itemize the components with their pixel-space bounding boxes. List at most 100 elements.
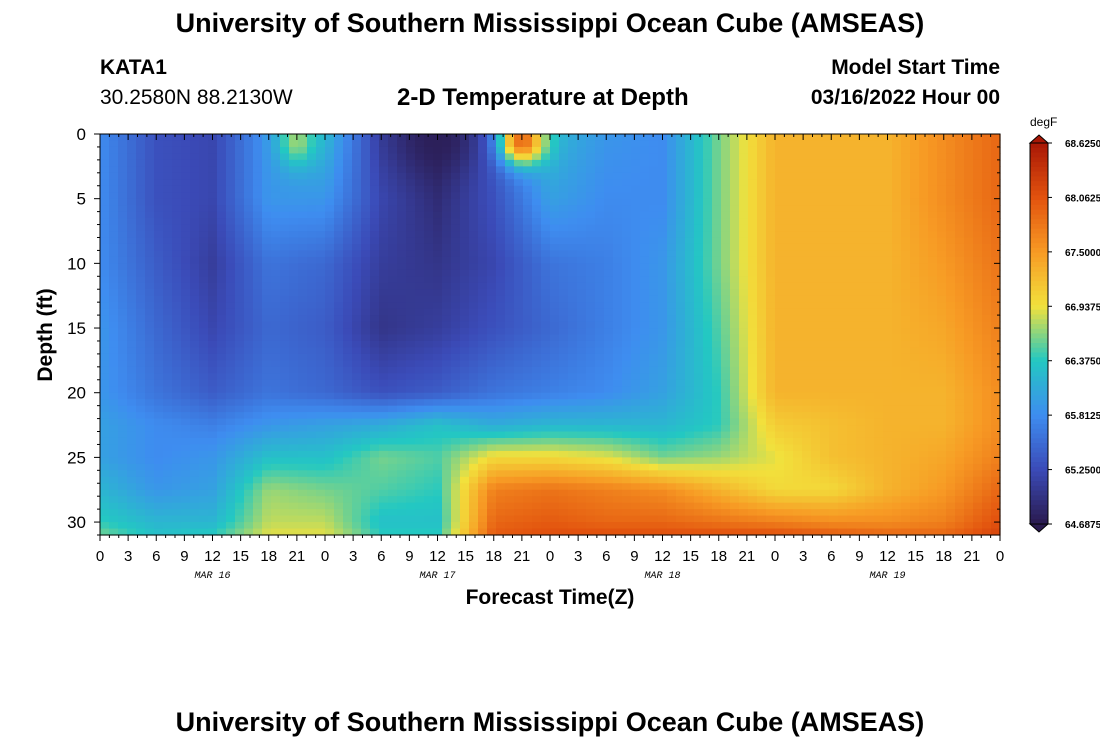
heatmap-cell — [154, 489, 164, 497]
heatmap-cell — [325, 340, 335, 349]
heatmap-cell — [145, 528, 155, 536]
heatmap-cell — [568, 515, 578, 523]
heatmap-cell — [217, 386, 227, 394]
heatmap-cell — [307, 146, 317, 155]
heatmap-cell — [712, 328, 722, 336]
heatmap-cell — [811, 340, 821, 349]
heatmap-cell — [505, 425, 515, 433]
heatmap-cell — [361, 373, 371, 381]
heatmap-cell — [505, 185, 515, 193]
heatmap-cell — [811, 315, 821, 323]
heatmap-cell — [514, 198, 524, 206]
heatmap-cell — [523, 476, 533, 484]
heatmap-cell — [154, 218, 164, 226]
heatmap-cell — [793, 315, 803, 323]
heatmap-cell — [424, 470, 434, 478]
heatmap-cell — [235, 140, 245, 148]
heatmap-cell — [424, 450, 434, 458]
heatmap-cell — [217, 347, 227, 355]
heatmap-cell — [514, 282, 524, 290]
heatmap-cell — [613, 399, 623, 407]
heatmap-cell — [694, 528, 704, 536]
heatmap-cell — [577, 140, 587, 148]
heatmap-cell — [649, 412, 659, 420]
heatmap-cell — [622, 211, 632, 219]
heatmap-cell — [640, 315, 650, 323]
heatmap-cell — [694, 470, 704, 478]
heatmap-cell — [388, 328, 398, 336]
heatmap-cell — [379, 185, 389, 193]
heatmap-cell — [262, 399, 272, 407]
heatmap-cell — [685, 205, 695, 213]
heatmap-cell — [613, 347, 623, 355]
heatmap-cell — [343, 412, 353, 420]
heatmap-cell — [541, 276, 551, 284]
heatmap-cell — [154, 405, 164, 413]
heatmap-cell — [343, 328, 353, 336]
heatmap-cell — [145, 295, 155, 303]
heatmap-cell — [334, 153, 344, 161]
heatmap-cell — [712, 334, 722, 342]
heatmap-cell — [235, 231, 245, 239]
heatmap-cell — [325, 379, 335, 387]
heatmap-cell — [478, 528, 488, 536]
heatmap-cell — [703, 405, 713, 413]
heatmap-cell — [550, 496, 560, 504]
heatmap-cell — [334, 476, 344, 484]
heatmap-cell — [613, 205, 623, 213]
heatmap-cell — [163, 444, 173, 452]
heatmap-cell — [235, 192, 245, 200]
heatmap-cell — [676, 302, 686, 310]
heatmap-cell — [703, 399, 713, 407]
heatmap-cell — [370, 179, 380, 187]
heatmap-cell — [631, 134, 641, 142]
heatmap-cell — [496, 502, 506, 510]
heatmap-cell — [145, 502, 155, 510]
heatmap-cell — [262, 179, 272, 187]
heatmap-cell — [712, 476, 722, 484]
heatmap-cell — [802, 243, 812, 252]
heatmap-cell — [505, 502, 515, 510]
heatmap-cell — [370, 153, 380, 161]
heatmap-cell — [271, 515, 281, 523]
heatmap-cell — [415, 470, 425, 478]
heatmap-cell — [721, 444, 731, 452]
heatmap-cell — [541, 269, 551, 277]
heatmap-cell — [163, 243, 173, 252]
heatmap-cell — [433, 418, 443, 426]
heatmap-cell — [271, 360, 281, 368]
heatmap-cell — [298, 321, 308, 329]
heatmap-cell — [685, 431, 695, 439]
heatmap-cell — [388, 444, 398, 452]
heatmap-cell — [640, 373, 650, 381]
heatmap-cell — [604, 347, 614, 355]
heatmap-cell — [577, 153, 587, 161]
heatmap-cell — [271, 412, 281, 420]
heatmap-cell — [730, 405, 740, 413]
heatmap-cell — [343, 172, 353, 180]
heatmap-cell — [775, 522, 785, 530]
heatmap-cell — [775, 250, 785, 258]
heatmap-cell — [667, 295, 677, 303]
heatmap-cell — [190, 205, 200, 213]
heatmap-cell — [559, 185, 569, 193]
heatmap-cell — [199, 153, 209, 161]
heatmap-cell — [127, 256, 137, 264]
heatmap-cell — [622, 379, 632, 387]
heatmap-cell — [469, 302, 479, 310]
heatmap-cell — [622, 399, 632, 407]
heatmap-cell — [280, 437, 290, 446]
heatmap-cell — [352, 218, 362, 226]
heatmap-cell — [478, 437, 488, 446]
heatmap-cell — [352, 179, 362, 187]
heatmap-cell — [352, 295, 362, 303]
heatmap-cell — [271, 185, 281, 193]
heatmap-cell — [793, 172, 803, 180]
heatmap-cell — [253, 418, 263, 426]
heatmap-cell — [298, 140, 308, 148]
heatmap-cell — [280, 405, 290, 413]
heatmap-cell — [406, 256, 416, 264]
heatmap-cell — [451, 179, 461, 187]
heatmap-cell — [307, 334, 317, 342]
heatmap-cell — [667, 470, 677, 478]
